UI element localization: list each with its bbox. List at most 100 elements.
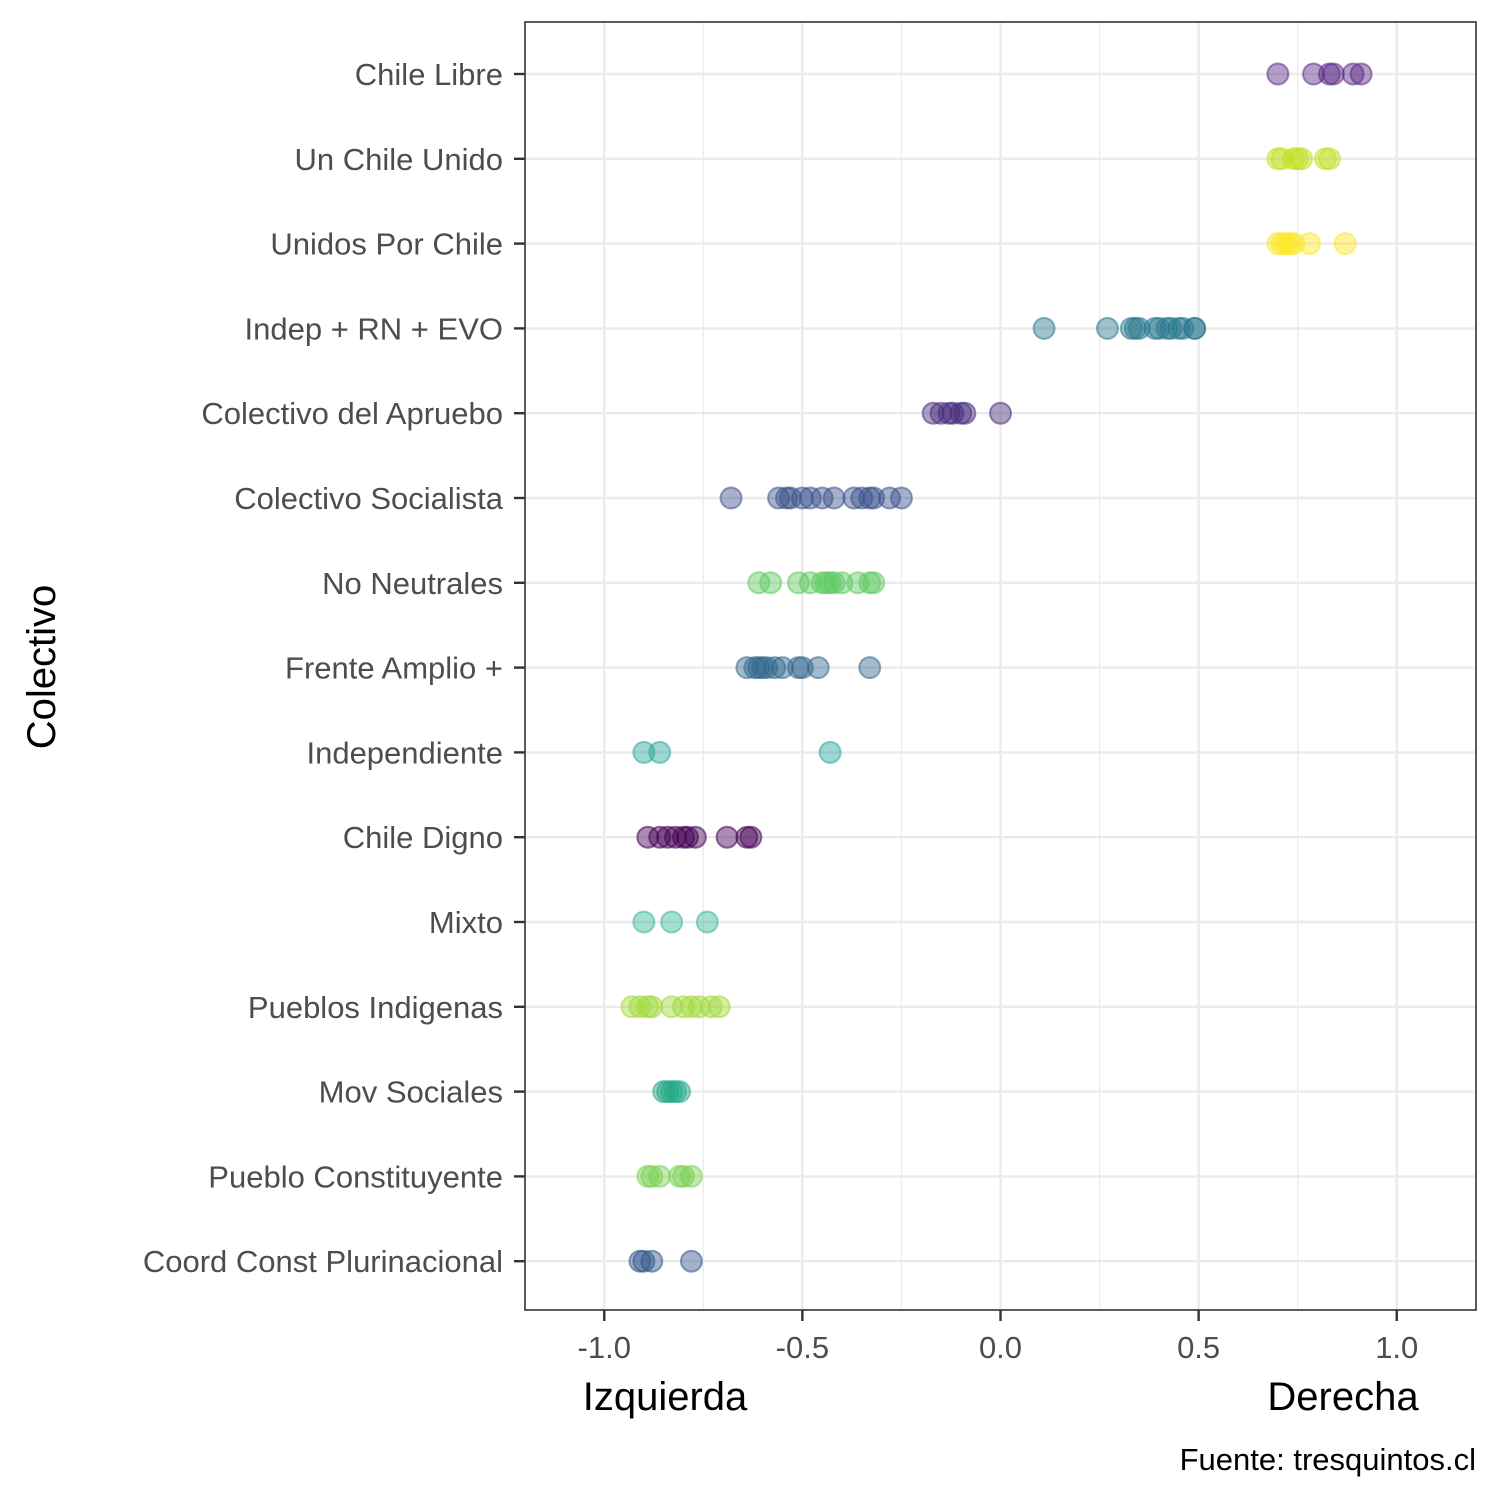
x-axis: -1.0 -0.5 0.0 0.5 1.0 (578, 1310, 1418, 1365)
y-tick-label: Mov Sociales (319, 1075, 503, 1110)
data-point (818, 740, 842, 764)
data-point (786, 571, 810, 595)
data-point (632, 1249, 656, 1273)
data-point (822, 571, 846, 595)
data-point (648, 1164, 672, 1188)
data-point (771, 656, 795, 680)
x-label-left: Izquierda (583, 1375, 748, 1419)
data-point (806, 656, 830, 680)
data-point (778, 486, 802, 510)
data-point (1095, 316, 1119, 340)
data-point (1298, 232, 1322, 256)
data-point (648, 740, 672, 764)
data-point (664, 825, 688, 849)
data-point (850, 486, 874, 510)
data-point (846, 571, 870, 595)
x-tick-label: 1.0 (1375, 1330, 1418, 1365)
data-point (755, 656, 779, 680)
data-point (767, 486, 791, 510)
x-label-right: Derecha (1267, 1375, 1419, 1419)
data-point (1321, 62, 1345, 86)
data-point (656, 825, 680, 849)
data-point (660, 910, 684, 934)
data-point (1032, 316, 1056, 340)
data-point (668, 1080, 692, 1104)
y-tick-label: Independiente (306, 735, 503, 770)
data-point (858, 656, 882, 680)
data-point (1302, 62, 1326, 86)
y-tick-label: No Neutrales (322, 566, 503, 601)
x-tick-label: -1.0 (578, 1330, 631, 1365)
y-tick-label: Pueblos Indigenas (248, 990, 503, 1025)
data-point (921, 401, 945, 425)
data-point (1183, 316, 1207, 340)
data-point (683, 825, 707, 849)
data-point (707, 995, 731, 1019)
data-point (628, 995, 652, 1019)
data-point (747, 571, 771, 595)
data-point (1341, 62, 1365, 86)
data-point (687, 995, 711, 1019)
data-point (632, 910, 656, 934)
data-point (1171, 316, 1195, 340)
data-point (878, 486, 902, 510)
data-point (735, 656, 759, 680)
data-point (672, 1164, 695, 1188)
data-point (719, 486, 743, 510)
y-tick-label: Un Chile Unido (295, 142, 504, 177)
data-point (715, 825, 739, 849)
data-point (660, 995, 684, 1019)
data-point (1159, 316, 1183, 340)
data-point (929, 401, 953, 425)
y-tick-label: Frente Amplio + (285, 651, 503, 686)
data-point (822, 486, 846, 510)
data-point (632, 740, 656, 764)
grid-major (525, 22, 1476, 1310)
data-point (763, 656, 787, 680)
data-points (620, 62, 1373, 1273)
data-point (695, 910, 719, 934)
data-point (636, 825, 660, 849)
data-point (679, 1164, 703, 1188)
data-point (1282, 232, 1306, 256)
data-point (810, 486, 834, 510)
data-point (672, 995, 695, 1019)
data-point (675, 825, 699, 849)
data-point (1270, 147, 1294, 171)
data-point (1349, 62, 1373, 86)
data-point (648, 825, 672, 849)
data-point (889, 486, 913, 510)
data-point (759, 571, 783, 595)
data-point (1266, 62, 1290, 86)
y-tick-label: Colectivo Socialista (234, 481, 504, 516)
y-tick-label: Unidos Por Chile (270, 227, 503, 262)
data-point (620, 995, 644, 1019)
y-axis-title: Colectivo (20, 585, 64, 750)
x-tick-label: -0.5 (776, 1330, 829, 1365)
y-axis: Chile Libre Un Chile Unido Unidos Por Chil… (143, 57, 525, 1279)
data-point (1127, 316, 1151, 340)
data-point (790, 486, 814, 510)
y-tick-label: Chile Digno (343, 820, 503, 855)
data-point (1147, 316, 1171, 340)
x-tick-label: 0.5 (1177, 1330, 1220, 1365)
y-tick-label: Chile Libre (355, 57, 503, 92)
data-point (1317, 147, 1341, 171)
data-point (1290, 147, 1314, 171)
data-point (798, 571, 822, 595)
data-point (989, 401, 1012, 425)
data-point (640, 1249, 664, 1273)
data-point (842, 486, 866, 510)
data-point (941, 401, 965, 425)
data-point (679, 1249, 703, 1273)
y-tick-label: Pueblo Constituyente (208, 1159, 503, 1194)
data-point (830, 571, 854, 595)
y-tick-label: Colectivo del Apruebo (201, 396, 503, 431)
y-tick-label: Indep + RN + EVO (245, 311, 503, 346)
data-point (862, 486, 886, 510)
data-point (953, 401, 977, 425)
data-point (640, 995, 664, 1019)
data-point (790, 656, 814, 680)
data-point (1333, 232, 1357, 256)
